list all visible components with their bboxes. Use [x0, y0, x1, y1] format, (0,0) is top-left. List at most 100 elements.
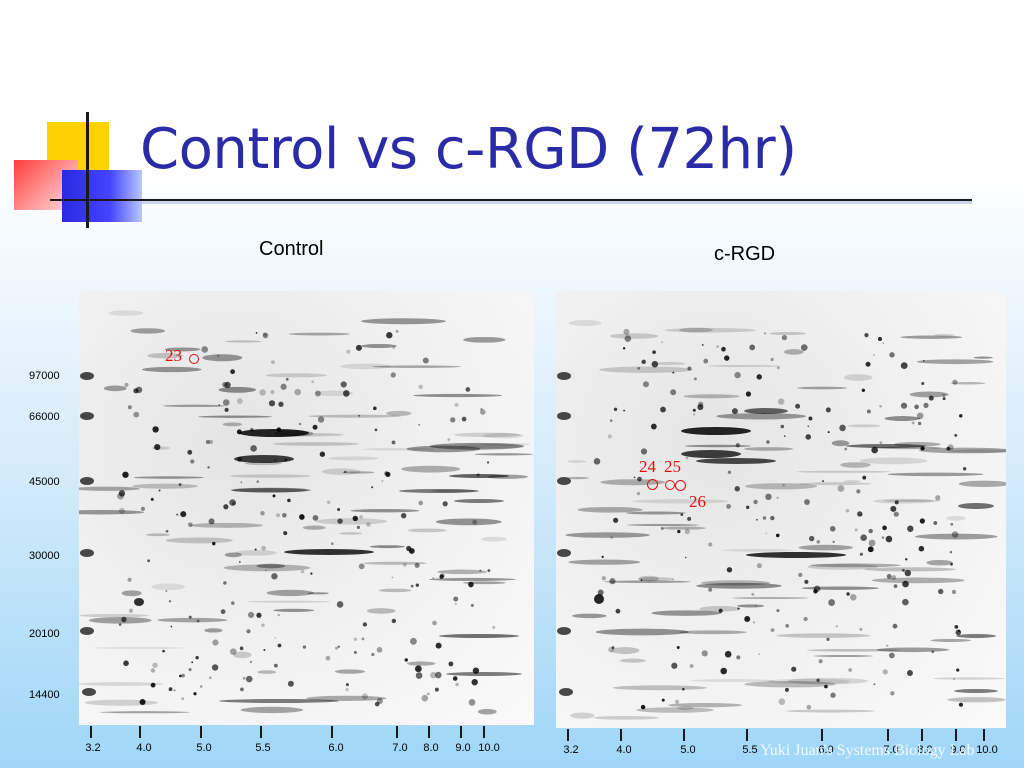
gel-spot	[837, 485, 845, 492]
gel-spot	[776, 496, 779, 500]
gel-spot	[310, 572, 313, 575]
gel-spot	[479, 569, 482, 572]
ph-label: 5.0	[680, 744, 696, 756]
gel-spot	[867, 546, 874, 553]
gel-spot	[337, 508, 341, 512]
gel-spot	[890, 691, 895, 696]
gel-spot	[403, 563, 407, 567]
gel-spot	[181, 673, 185, 678]
gel-streak	[784, 348, 804, 355]
gel-spot	[232, 501, 236, 506]
gel-spot	[942, 397, 946, 401]
gel-spot	[385, 471, 391, 478]
gel-streak	[566, 460, 587, 463]
gel-spot	[461, 416, 467, 422]
gel-spot	[195, 655, 199, 660]
gel-streak	[933, 677, 1005, 680]
gel-spot	[890, 505, 897, 512]
gel-spot	[410, 584, 414, 588]
gel-streak	[240, 706, 304, 714]
gel-spot	[785, 624, 789, 628]
gel-spot	[271, 360, 275, 364]
gel-spot	[806, 704, 812, 710]
ph-label: 8.0	[423, 742, 439, 754]
gel-spot	[914, 404, 919, 410]
gel-spot	[386, 332, 393, 339]
gel-spot	[362, 622, 367, 627]
gel-spot	[256, 480, 260, 483]
gel-streak	[79, 682, 164, 686]
gel-streak	[785, 709, 876, 713]
gel-streak	[131, 483, 199, 489]
marker-band	[557, 549, 571, 557]
gel-spot	[300, 569, 305, 574]
gel-spot	[798, 572, 803, 577]
gel-spot	[287, 680, 294, 687]
gel-streak	[806, 648, 901, 652]
gel-spot	[392, 346, 396, 350]
gel-streak	[457, 444, 524, 449]
gel-spot	[207, 466, 210, 469]
gel-spot	[311, 380, 315, 384]
marker-band	[80, 412, 94, 420]
gel-spot	[672, 578, 674, 581]
gel-spot	[254, 548, 257, 551]
gel-spot	[888, 652, 895, 659]
gel-spot	[765, 493, 772, 501]
gel-streak	[918, 447, 1006, 454]
gel-streak	[744, 483, 818, 490]
gel-streak	[744, 680, 836, 688]
gel-spot	[770, 515, 775, 521]
gel-streak	[88, 617, 152, 624]
gel-spot	[356, 525, 361, 529]
gel-spot	[661, 341, 663, 343]
gel-spot	[885, 535, 893, 543]
gel-spot	[822, 480, 825, 483]
gel-spot	[693, 377, 697, 381]
gel-spot	[879, 405, 882, 408]
gel-spot	[188, 668, 192, 672]
gel-spot	[271, 573, 278, 580]
gel-spot	[330, 542, 334, 545]
gel-streak	[369, 545, 406, 549]
gel-spot	[935, 495, 941, 501]
gel-spot	[259, 389, 266, 396]
ph-tick	[955, 729, 957, 741]
gel-spot	[781, 335, 788, 341]
gel-streak	[342, 471, 375, 474]
gel-band	[439, 634, 519, 638]
gel-spot	[784, 687, 789, 692]
gel-spot	[435, 671, 442, 679]
gel-spot	[276, 513, 281, 518]
gel-spot	[487, 569, 491, 572]
gel-spot	[601, 576, 606, 581]
gel-spot	[609, 578, 616, 585]
gel-spot	[274, 637, 277, 639]
gel-spot	[902, 580, 909, 588]
gel-spot	[263, 648, 266, 651]
gel-spot	[894, 500, 899, 505]
gel-streak	[843, 480, 861, 483]
gel-spot	[776, 609, 780, 613]
gel-band	[284, 549, 374, 555]
gel-streak	[801, 586, 879, 590]
gel-spot	[486, 461, 490, 464]
gel-spot	[882, 669, 888, 675]
gel-spot	[190, 459, 195, 464]
gel-spot	[593, 458, 601, 465]
title-underline-shadow	[142, 201, 972, 204]
gel-spot	[468, 698, 476, 706]
gel-streak	[334, 669, 366, 674]
marker-band	[559, 688, 573, 696]
gel-spot	[813, 589, 818, 594]
gel-streak	[566, 476, 590, 480]
gel-streak	[190, 522, 263, 528]
gel-spot	[623, 328, 630, 335]
gel-spot	[335, 646, 339, 650]
gel-spot	[818, 659, 823, 664]
gel-spot	[825, 407, 831, 413]
gel-spot	[826, 637, 830, 641]
gel-spot	[353, 650, 357, 654]
gel-spot	[928, 395, 934, 401]
gel-spot	[122, 471, 129, 478]
